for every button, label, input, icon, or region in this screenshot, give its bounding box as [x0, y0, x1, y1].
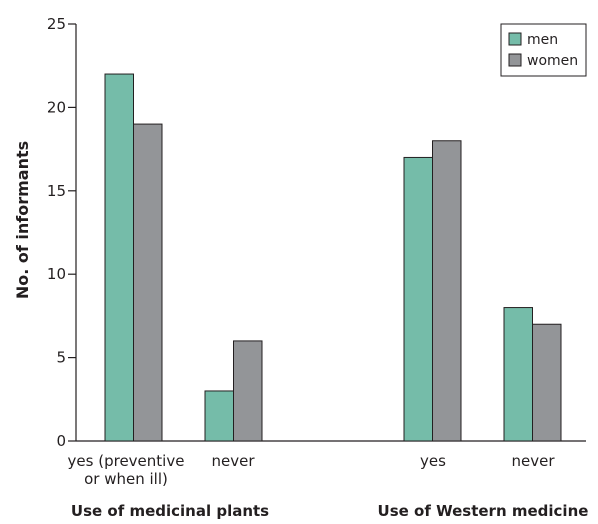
bar-men — [503, 307, 533, 442]
group-labels: Use of medicinal plants Use of Western me… — [71, 502, 589, 520]
group-label: Use of Western medicine — [378, 502, 589, 520]
bar-women — [233, 340, 263, 442]
y-tick-label: 15 — [47, 182, 66, 200]
y-tick-label: 20 — [47, 98, 66, 116]
y-tick-label: 5 — [56, 349, 66, 367]
legend-label-women: women — [527, 53, 578, 69]
legend-swatch-women — [508, 53, 522, 67]
y-tick-label: 0 — [56, 432, 66, 450]
bar-women — [432, 140, 462, 442]
bar-men — [403, 156, 433, 442]
legend-label-men: men — [527, 32, 558, 48]
category-label: never — [511, 452, 555, 470]
category-label: yes (preventive — [68, 452, 185, 470]
y-axis: 0 5 10 15 20 25 — [47, 15, 586, 450]
bar-women — [133, 123, 163, 442]
y-axis-title: No. of informants — [13, 141, 32, 299]
y-tick-label: 25 — [47, 15, 66, 33]
bars — [104, 73, 562, 442]
group-label: Use of medicinal plants — [71, 502, 269, 520]
category-label: or when ill) — [84, 470, 168, 488]
bar-women — [532, 323, 562, 442]
bar-men — [104, 73, 134, 442]
category-label: yes — [420, 452, 446, 470]
y-tick-label: 10 — [47, 265, 66, 283]
category-label: never — [211, 452, 255, 470]
legend-swatch-men — [508, 32, 522, 46]
legend: men women — [500, 23, 587, 77]
bar-men — [204, 390, 234, 442]
